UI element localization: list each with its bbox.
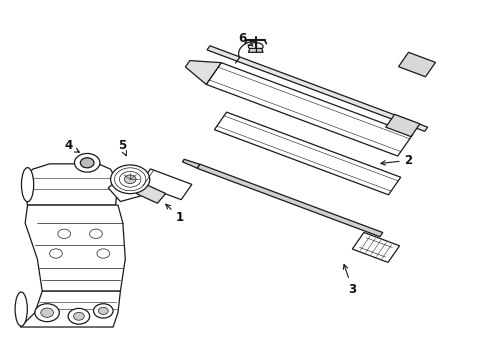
Polygon shape [185,60,221,84]
Text: 1: 1 [166,204,184,224]
Circle shape [49,249,62,258]
Circle shape [74,153,100,172]
Circle shape [74,312,84,320]
Circle shape [124,175,136,184]
Circle shape [120,171,141,187]
Text: 3: 3 [343,265,357,296]
Circle shape [98,307,108,315]
Polygon shape [214,112,401,195]
Polygon shape [248,48,263,52]
Circle shape [68,309,90,324]
Polygon shape [352,233,399,262]
Polygon shape [206,63,413,156]
Polygon shape [108,173,150,202]
Polygon shape [23,164,118,205]
Ellipse shape [22,168,34,202]
Ellipse shape [15,292,27,326]
Polygon shape [25,205,125,291]
Text: 2: 2 [381,154,413,167]
Polygon shape [137,184,166,203]
Ellipse shape [248,42,263,50]
Circle shape [58,229,71,238]
Circle shape [111,165,150,194]
Circle shape [80,158,94,168]
Polygon shape [197,164,383,237]
Circle shape [115,168,146,191]
Text: 4: 4 [64,139,79,152]
Circle shape [35,304,59,321]
Polygon shape [140,169,192,200]
Polygon shape [386,114,420,136]
Text: 5: 5 [118,139,126,156]
Circle shape [41,308,53,318]
Text: 6: 6 [239,32,253,46]
Polygon shape [20,291,121,327]
Circle shape [97,249,110,258]
Polygon shape [182,159,200,168]
Circle shape [94,304,113,318]
Polygon shape [207,46,428,131]
Polygon shape [398,52,436,77]
Circle shape [90,229,102,238]
